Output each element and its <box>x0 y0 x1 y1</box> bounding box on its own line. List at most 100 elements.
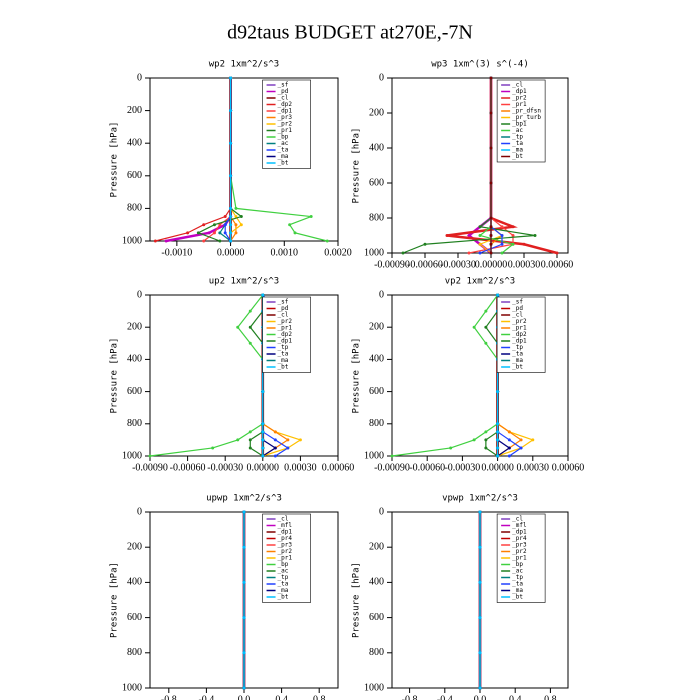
legend-label: _ma <box>278 153 289 160</box>
series-point <box>293 231 297 235</box>
x-tick-label: -0.8 <box>161 694 177 700</box>
x-tick-label: 0.00060 <box>552 462 585 473</box>
legend-label: _pr_dfsn <box>512 108 541 115</box>
series-point <box>286 446 290 450</box>
legend-label: _cl <box>512 312 523 319</box>
y-tick-label: 1000 <box>364 247 384 258</box>
series-point <box>286 438 290 442</box>
series-point <box>467 234 471 237</box>
x-tick-label: -0.4 <box>198 694 214 700</box>
y-tick-label: 600 <box>127 612 142 623</box>
legend-label: _tp <box>278 574 289 581</box>
series-point <box>153 239 157 243</box>
x-tick-label: -0.8 <box>402 694 418 700</box>
x-tick-label: 0.0020 <box>324 247 352 258</box>
series-point <box>212 231 216 235</box>
series-point <box>484 309 488 313</box>
series-point <box>288 223 292 227</box>
series-point <box>522 242 526 246</box>
legend-label: _ac <box>512 568 523 575</box>
legend-label: _pd <box>278 88 289 95</box>
y-tick-label: 800 <box>369 647 384 658</box>
series-point <box>242 510 246 514</box>
series-point <box>164 239 168 243</box>
series-point <box>261 454 265 458</box>
series-point <box>507 454 511 458</box>
series-point <box>234 206 238 210</box>
y-tick-label: 400 <box>127 577 142 588</box>
series-point <box>484 446 488 450</box>
series-point <box>511 242 515 246</box>
series-point <box>229 109 233 113</box>
legend-label: _ta <box>512 581 523 588</box>
series-point <box>467 251 471 255</box>
y-axis-label: Pressure [hPa] <box>352 562 362 638</box>
y-tick-label: 800 <box>127 203 142 214</box>
series-point <box>533 234 537 237</box>
series-point <box>496 430 500 434</box>
series-point <box>478 616 482 620</box>
x-tick-label: -0.00030 <box>444 462 480 473</box>
legend-label: _ta <box>278 581 289 588</box>
panel-title: wp2 1xm^2/s^3 <box>209 60 279 70</box>
legend-label: _ma <box>512 147 523 154</box>
legend-label: _sf <box>278 299 289 306</box>
series-point <box>496 438 500 442</box>
x-tick-label: -0.00090 <box>374 462 410 473</box>
panel-title: vpwp 1xm^2/s^3 <box>442 494 518 504</box>
series-point <box>531 438 535 442</box>
series-point <box>261 438 265 442</box>
legend-label: _mfl <box>278 522 293 529</box>
y-tick-label: 0 <box>379 72 384 83</box>
series-point <box>519 438 523 442</box>
series-point <box>519 446 523 450</box>
series-point <box>261 293 265 297</box>
series-point <box>248 309 252 313</box>
legend-label: _pr_turb <box>512 114 541 121</box>
series-point <box>273 438 277 442</box>
series-point <box>211 446 215 450</box>
x-tick-label: 0.8 <box>544 694 557 700</box>
series-point <box>229 76 233 80</box>
series-point <box>472 438 476 442</box>
legend-label: _ma <box>512 357 523 364</box>
series-point <box>496 422 500 426</box>
legend-label: _dp1 <box>512 529 527 536</box>
series-point <box>489 234 493 237</box>
series-point <box>298 438 302 442</box>
series-point <box>472 325 476 329</box>
series-point <box>273 446 277 450</box>
legend-label: _pr2 <box>512 548 527 555</box>
legend-label: _pr3 <box>278 114 293 121</box>
series-point <box>484 438 488 442</box>
series-point <box>234 223 238 227</box>
legend-label: _tp <box>512 134 523 141</box>
series-point <box>478 225 482 229</box>
series-point <box>478 510 482 514</box>
legend-label: _pr3 <box>512 542 527 549</box>
series-point <box>478 234 482 237</box>
legend-label: _ac <box>278 140 289 147</box>
series-line <box>391 294 499 457</box>
series-point <box>148 454 152 458</box>
series-point <box>223 223 227 227</box>
series-point <box>423 242 427 246</box>
legend-label: _cl <box>278 95 289 102</box>
series-point <box>207 231 211 235</box>
series-point <box>500 234 504 237</box>
series-point <box>223 231 227 235</box>
x-tick-label: 0.0 <box>238 694 251 700</box>
series-point <box>484 430 488 434</box>
legend-label: _bp1 <box>512 121 527 128</box>
legend-label: _bp <box>278 561 289 568</box>
legend-label: _ma <box>278 357 289 364</box>
plot-frame <box>391 294 569 457</box>
legend-label: _pr2 <box>278 548 293 555</box>
legend-label: _ac <box>278 568 289 575</box>
series-point <box>489 76 493 80</box>
y-axis-label: Pressure [hPa] <box>110 562 120 638</box>
x-tick-label: -0.00060 <box>407 259 443 270</box>
x-tick-label: 0.00000 <box>481 462 514 473</box>
y-axis-label: Pressure [hPa] <box>352 128 362 204</box>
series-point <box>248 341 252 345</box>
